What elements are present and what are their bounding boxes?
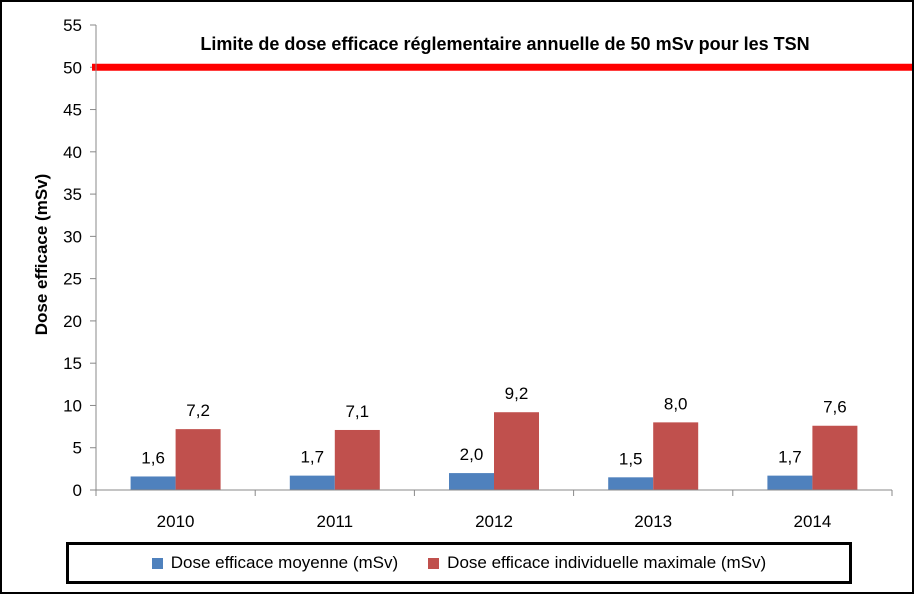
- bar-max: [812, 425, 858, 490]
- y-tick-label: 5: [73, 439, 82, 458]
- data-label-mean: 1,5: [619, 449, 643, 468]
- bar-mean: [608, 477, 654, 490]
- legend-item-max: Dose efficace individuelle maximale (mSv…: [428, 553, 766, 573]
- data-label-max: 7,2: [186, 401, 210, 420]
- data-label-max: 8,0: [664, 394, 688, 413]
- y-tick-label: 0: [73, 481, 82, 500]
- legend-label-max: Dose efficace individuelle maximale (mSv…: [447, 553, 767, 572]
- y-axis-title: Dose efficace (mSv): [32, 174, 51, 336]
- bar-mean: [449, 473, 494, 490]
- y-axis-title-group: Dose efficace (mSv): [32, 174, 51, 336]
- y-tick-label: 40: [63, 143, 82, 162]
- y-axis-ticks: 0 5 10 15 20 25 30 35 40 45 50 55: [63, 16, 96, 500]
- bar-max: [334, 429, 380, 490]
- y-tick-label: 45: [63, 101, 82, 120]
- legend-label-mean: Dose efficace moyenne (mSv): [170, 553, 399, 572]
- y-tick-label: 30: [63, 227, 82, 246]
- legend-swatch-max: [428, 557, 440, 569]
- data-labels-group: 1,6 1,7 2,0 1,5 1,7 7,2 7,1 9,2 8,0 7,6: [141, 384, 846, 468]
- bar-max: [175, 429, 221, 490]
- legend-item-mean: Dose efficace moyenne (mSv): [151, 553, 399, 573]
- x-tick-label: 2011: [317, 512, 354, 531]
- y-tick-label: 50: [63, 58, 82, 77]
- bar-max: [653, 422, 699, 490]
- reference-line-group: Limite de dose efficace réglementaire an…: [92, 34, 912, 71]
- x-axis-ticks: 2010 2011 2012 2013 2014: [95, 490, 893, 531]
- x-tick-label: 2013: [634, 512, 672, 531]
- bar-mean: [130, 476, 176, 490]
- bar-mean: [289, 475, 335, 490]
- y-tick-label: 35: [63, 185, 82, 204]
- reference-line-annotation: Limite de dose efficace réglementaire an…: [200, 34, 809, 54]
- data-label-mean: 1,7: [300, 448, 324, 467]
- legend-swatch-mean: [151, 557, 163, 569]
- bars-group: [130, 412, 858, 490]
- x-tick-label: 2010: [157, 512, 195, 531]
- y-tick-label: 55: [63, 16, 82, 35]
- bar-max: [494, 412, 539, 490]
- data-label-max: 7,1: [345, 402, 369, 421]
- y-tick-label: 25: [63, 270, 82, 289]
- y-tick-label: 15: [63, 354, 82, 373]
- bar-mean: [767, 475, 813, 490]
- data-label-mean: 1,6: [141, 448, 165, 467]
- x-tick-label: 2014: [793, 512, 831, 531]
- y-tick-label: 10: [63, 396, 82, 415]
- x-tick-label: 2012: [475, 512, 513, 531]
- y-tick-label: 20: [63, 312, 82, 331]
- data-label-mean: 2,0: [460, 445, 484, 464]
- data-label-mean: 1,7: [778, 448, 802, 467]
- data-label-max: 9,2: [505, 384, 529, 403]
- legend: Dose efficace moyenne (mSv) Dose efficac…: [66, 542, 852, 584]
- data-label-max: 7,6: [823, 398, 847, 417]
